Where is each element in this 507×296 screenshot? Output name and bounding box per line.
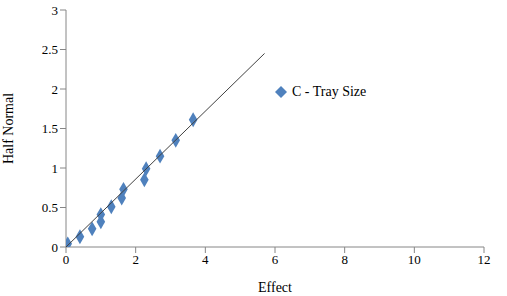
svg-text:Effect: Effect <box>258 280 292 295</box>
html-text:C - Tray Size: C - Tray Size <box>292 84 367 99</box>
svg-text:Half Normal: Half Normal <box>8 93 16 164</box>
svg-text:1: 1 <box>52 161 59 176</box>
svg-text:0: 0 <box>63 252 70 267</box>
svg-text:6: 6 <box>272 252 279 267</box>
svg-text:12: 12 <box>478 252 491 267</box>
svg-text:2.5: 2.5 <box>42 42 58 57</box>
svg-text:0.5: 0.5 <box>42 200 58 215</box>
svg-text:1.5: 1.5 <box>42 121 58 136</box>
svg-text:3: 3 <box>52 3 59 18</box>
svg-text:0: 0 <box>52 240 59 255</box>
svg-text:2: 2 <box>132 252 139 267</box>
svg-text:2: 2 <box>52 82 59 97</box>
svg-text:8: 8 <box>341 252 348 267</box>
svg-text:10: 10 <box>408 252 421 267</box>
svg-text:4: 4 <box>202 252 209 267</box>
